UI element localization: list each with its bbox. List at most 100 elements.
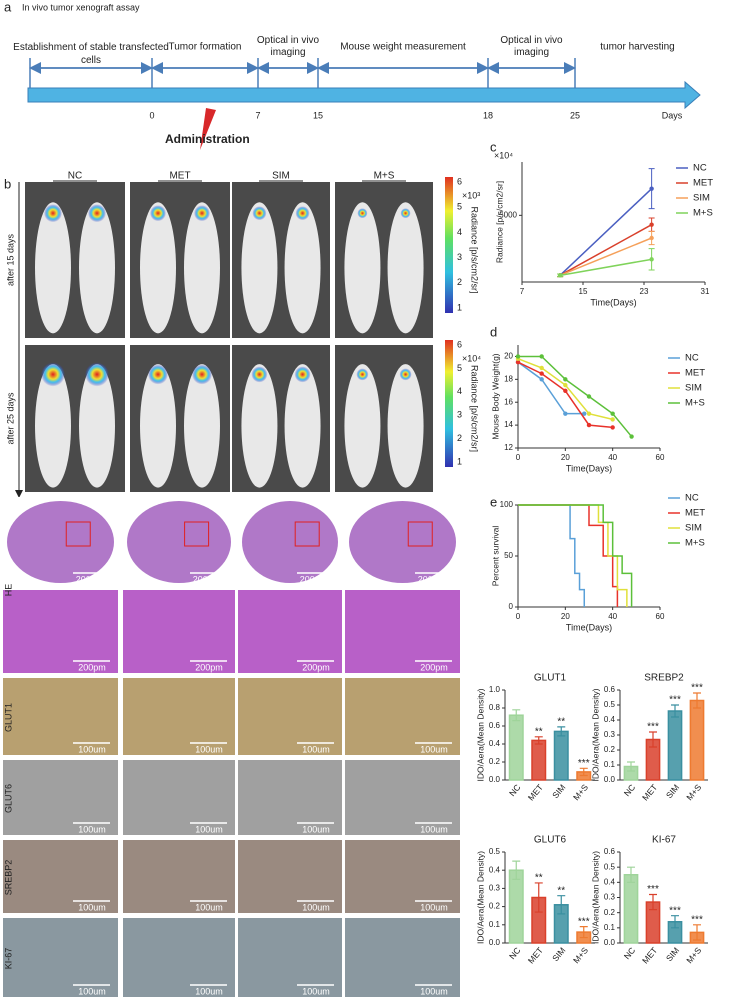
y-tick-label: 0.4 <box>604 715 616 724</box>
x-tick-label: NC <box>622 945 638 961</box>
significance: *** <box>578 758 590 769</box>
data-point <box>582 411 587 416</box>
data-point <box>563 382 568 388</box>
scale-label: 2000um <box>76 574 109 584</box>
data-point <box>610 425 615 430</box>
x-tick-label: 40 <box>608 453 617 462</box>
legend-label: MET <box>693 178 713 189</box>
y-tick-label: 0.6 <box>489 721 501 730</box>
y-tick-label: 14 <box>504 420 513 429</box>
y-tick-label: 0.1 <box>489 920 501 929</box>
scale-label: 100um <box>195 744 223 754</box>
series-line <box>559 237 652 277</box>
x-tick-label: SIM <box>550 782 567 800</box>
tissue-image <box>238 918 342 997</box>
tissue-image <box>345 918 460 997</box>
panel-label: a <box>4 0 12 14</box>
error-bar <box>579 767 588 777</box>
y-tick-label: 0.0 <box>489 775 501 784</box>
data-point <box>539 377 544 382</box>
x-tick-label: SIM <box>664 945 681 963</box>
tumor-signal <box>294 366 311 383</box>
data-point <box>515 354 521 359</box>
data-point <box>539 354 544 359</box>
significance: ** <box>557 717 565 728</box>
error-bar <box>579 926 588 939</box>
tissue-image <box>123 918 235 997</box>
y-tick-label: 0.0 <box>604 775 616 784</box>
tumor-signal <box>357 208 368 219</box>
y-tick-label: 20 <box>504 352 513 361</box>
x-axis-label: Time(Days) <box>566 463 612 473</box>
scale-label: 100um <box>302 902 330 912</box>
mouse-body <box>387 202 424 334</box>
mouse-body <box>35 364 71 488</box>
error-bar <box>648 248 655 271</box>
segment-label: Mouse weight measurement <box>340 42 466 53</box>
error-bar <box>534 882 543 913</box>
scale-label: 100um <box>302 744 330 754</box>
y-tick-label: 0.0 <box>604 938 616 947</box>
mouse-body <box>79 364 115 488</box>
significance: *** <box>669 905 681 916</box>
x-tick-label: 7 <box>520 287 525 296</box>
scale-label: 2000um <box>193 574 226 584</box>
segment-line: imaging <box>514 47 549 58</box>
data-point <box>586 422 592 428</box>
x-tick-label: M+S <box>571 782 590 802</box>
tissue-image <box>238 590 342 673</box>
tissue-image <box>3 590 118 673</box>
series-line <box>518 504 628 607</box>
y-tick-label: 0.4 <box>604 877 616 886</box>
scale-label: 200pm <box>195 662 223 672</box>
y-tick-label: 0.6 <box>604 685 616 694</box>
y-tick-label: 0.1 <box>604 760 616 769</box>
x-tick-label: M+S <box>571 945 590 965</box>
x-tick-label: SIM <box>550 945 567 963</box>
tumor-signal <box>194 205 210 222</box>
group-label: NC <box>68 171 82 182</box>
colorbar-scale: ×10³ <box>462 190 480 200</box>
data-point <box>515 359 521 365</box>
group-label: M+S <box>374 171 395 182</box>
error-bar <box>557 895 566 915</box>
mouse-body <box>35 202 71 334</box>
scale-label: 200pm <box>78 662 106 672</box>
legend-label: NC <box>685 353 699 364</box>
legend-label: NC <box>685 493 699 504</box>
chart-title: SREBP2 <box>644 673 684 684</box>
y-tick-label: 0.5 <box>489 847 501 856</box>
scale-label: 100um <box>195 986 223 996</box>
tumor-signal <box>41 362 65 387</box>
chart-title: GLUT6 <box>534 835 567 846</box>
legend-label: MET <box>685 508 705 519</box>
data-point <box>629 434 634 439</box>
x-tick-label: MET <box>640 945 659 965</box>
segment-line: Optical in vivo <box>257 35 320 46</box>
row-label: after 25 days <box>5 392 15 445</box>
colorbar-tick: 6 <box>457 339 462 349</box>
y-tick-label: 0.3 <box>604 730 616 739</box>
y-axis-label: IDO/Aera(Mean Density) <box>590 851 600 944</box>
x-tick-label: 60 <box>656 612 665 621</box>
colorbar <box>445 177 453 313</box>
colorbar-tick: 1 <box>457 456 462 466</box>
y-tick-label: 0.2 <box>489 757 501 766</box>
segment-label: Optical in vivo imaging <box>257 35 320 58</box>
data-point <box>610 417 615 422</box>
x-tick-label: NC <box>507 945 523 961</box>
colorbar-tick: 2 <box>457 433 462 443</box>
tissue-image <box>123 678 235 755</box>
series-line <box>518 504 633 607</box>
legend-label: M+S <box>693 208 713 219</box>
tumor-signal <box>252 206 267 221</box>
panel-label: b <box>4 176 11 191</box>
x-tick-label: MET <box>526 782 545 802</box>
mouse-body <box>344 202 381 334</box>
y-axis-label: Mouse Body Weight(g) <box>490 353 500 439</box>
tissue-section <box>242 501 338 583</box>
bar <box>531 739 547 781</box>
y-tick-label: 5000 <box>499 210 517 219</box>
y-tick-label: 18 <box>504 374 513 383</box>
y-tick-label: 0.2 <box>604 745 616 754</box>
